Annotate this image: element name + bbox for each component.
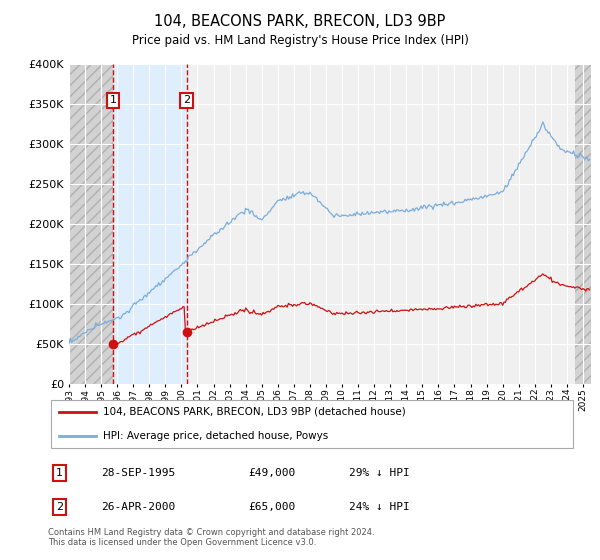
Text: £49,000: £49,000 — [248, 468, 296, 478]
Text: Contains HM Land Registry data © Crown copyright and database right 2024.
This d: Contains HM Land Registry data © Crown c… — [48, 528, 374, 547]
Bar — [69, 64, 113, 384]
Text: 1: 1 — [56, 468, 63, 478]
Bar — [575, 64, 591, 384]
Bar — [113, 64, 187, 384]
Bar — [69, 64, 113, 384]
Text: 24% ↓ HPI: 24% ↓ HPI — [349, 502, 410, 512]
Text: 2: 2 — [183, 95, 190, 105]
Text: 29% ↓ HPI: 29% ↓ HPI — [349, 468, 410, 478]
Text: 28-SEP-1995: 28-SEP-1995 — [101, 468, 175, 478]
Text: £65,000: £65,000 — [248, 502, 296, 512]
Text: Price paid vs. HM Land Registry's House Price Index (HPI): Price paid vs. HM Land Registry's House … — [131, 34, 469, 46]
Text: HPI: Average price, detached house, Powys: HPI: Average price, detached house, Powy… — [103, 431, 329, 441]
FancyBboxPatch shape — [50, 400, 574, 448]
Text: 104, BEACONS PARK, BRECON, LD3 9BP: 104, BEACONS PARK, BRECON, LD3 9BP — [154, 14, 446, 29]
Text: 26-APR-2000: 26-APR-2000 — [101, 502, 175, 512]
Text: 104, BEACONS PARK, BRECON, LD3 9BP (detached house): 104, BEACONS PARK, BRECON, LD3 9BP (deta… — [103, 407, 406, 417]
Text: 2: 2 — [56, 502, 63, 512]
Bar — [575, 64, 591, 384]
Text: 1: 1 — [110, 95, 116, 105]
